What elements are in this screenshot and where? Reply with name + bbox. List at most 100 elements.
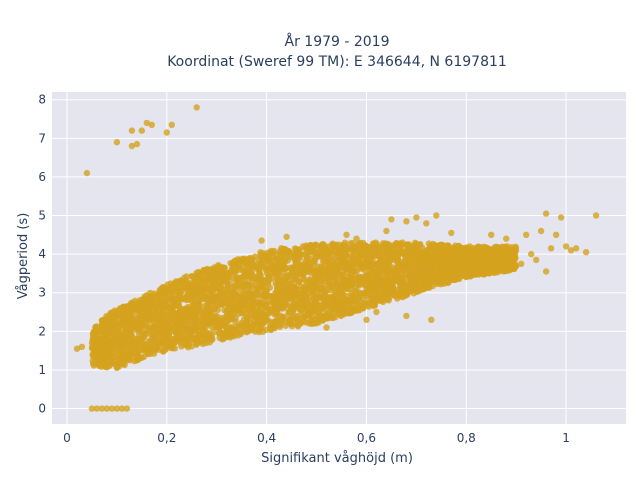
band-point	[276, 283, 284, 290]
chart-title-line2: Koordinat (Sweref 99 TM): E 346644, N 61…	[167, 54, 507, 70]
band-point	[436, 279, 443, 287]
band-point	[359, 302, 367, 309]
band-point	[159, 337, 167, 344]
outlier-point	[168, 121, 175, 128]
band-point	[316, 246, 323, 253]
band-point	[204, 305, 211, 313]
band-point	[327, 302, 334, 310]
band-point	[287, 306, 294, 314]
band-point	[164, 281, 171, 288]
band-point	[321, 262, 328, 269]
band-point	[383, 242, 390, 249]
band-point	[383, 269, 391, 276]
band-point	[111, 325, 119, 332]
band-point	[187, 286, 195, 294]
band-point	[229, 262, 236, 269]
band-point	[433, 257, 441, 264]
band-point	[445, 242, 452, 250]
band-point	[157, 288, 165, 295]
band-point	[240, 277, 248, 284]
band-point	[395, 242, 402, 249]
outlier-point	[503, 235, 510, 242]
band-point	[150, 290, 158, 297]
outlier-point	[423, 220, 430, 227]
outlier-point	[567, 247, 575, 254]
band-point	[312, 316, 319, 323]
outlier-point	[518, 260, 525, 267]
band-point	[270, 247, 278, 255]
band-point	[440, 273, 447, 280]
x-axis-label: Signifikant våghöjd (m)	[261, 451, 413, 466]
band-point	[347, 253, 354, 260]
band-point	[376, 275, 384, 282]
band-point	[359, 290, 366, 297]
outlier-point	[113, 139, 121, 146]
band-point	[98, 350, 106, 357]
band-point	[284, 271, 292, 279]
band-point	[184, 329, 191, 336]
band-point	[98, 330, 106, 337]
band-point	[201, 267, 208, 274]
band-point	[422, 284, 429, 292]
zero-point	[113, 405, 121, 412]
band-point	[511, 250, 518, 257]
outlier-point	[537, 227, 545, 235]
outlier-point	[557, 214, 565, 221]
band-point	[206, 339, 213, 346]
band-point	[153, 338, 161, 345]
outlier-point	[373, 308, 380, 316]
band-point	[178, 278, 185, 286]
band-point	[397, 249, 404, 256]
outlier-point	[138, 127, 145, 134]
band-point	[101, 363, 109, 370]
band-point	[335, 244, 342, 252]
band-point	[158, 322, 166, 330]
y-tick-label: 8	[38, 93, 46, 107]
band-point	[171, 279, 179, 286]
band-point	[473, 270, 481, 278]
band-point	[340, 295, 347, 302]
band-point	[149, 343, 157, 350]
band-point	[98, 317, 106, 324]
band-point	[262, 318, 269, 325]
band-point	[107, 332, 115, 339]
band-point	[247, 293, 255, 301]
y-tick-label: 6	[38, 170, 46, 184]
band-point	[216, 284, 223, 292]
band-point	[175, 295, 183, 302]
band-point	[283, 301, 290, 308]
band-point	[248, 300, 255, 308]
band-point	[187, 317, 194, 324]
outlier-point	[143, 119, 150, 127]
band-point	[375, 297, 383, 304]
band-point	[406, 270, 413, 277]
band-point	[169, 307, 176, 314]
chart-title-line1: År 1979 - 2019	[285, 33, 390, 50]
band-point	[139, 313, 147, 320]
band-point	[410, 290, 417, 297]
y-tick-label: 4	[38, 247, 46, 261]
band-point	[410, 285, 417, 292]
outlier-point	[283, 233, 290, 240]
band-point	[406, 280, 413, 287]
outlier-point	[73, 345, 81, 352]
y-tick-label: 3	[38, 286, 46, 300]
band-point	[462, 273, 469, 280]
band-point	[351, 243, 358, 250]
band-point	[382, 288, 389, 295]
band-point	[263, 301, 270, 308]
zero-point	[108, 405, 116, 412]
band-point	[145, 326, 153, 333]
band-point	[444, 249, 452, 256]
outlier-point	[353, 235, 360, 242]
band-point	[321, 257, 328, 264]
band-point	[443, 258, 450, 266]
x-tick-label: 0,2	[157, 431, 176, 445]
band-point	[216, 334, 223, 342]
band-point	[298, 313, 305, 320]
band-point	[279, 246, 287, 253]
band-point	[219, 300, 226, 308]
band-point	[195, 319, 202, 326]
